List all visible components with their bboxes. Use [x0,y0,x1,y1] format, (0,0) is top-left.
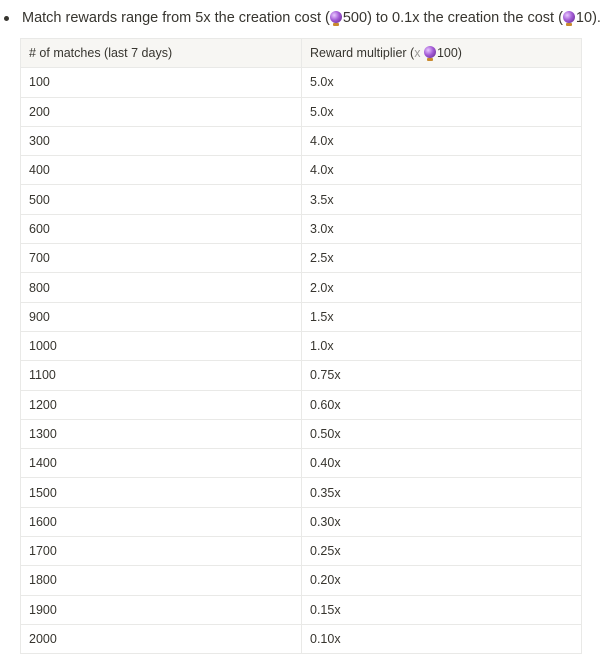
table-row: 700 2.5x [20,243,582,274]
amount: 10 [575,10,593,26]
matches-cell: 2000 [20,623,302,655]
table-row: 500 3.5x [20,184,582,215]
table-row: 1700 0.25x [20,536,582,567]
rewards-table: # of matches (last 7 days) Reward multip… [20,37,582,655]
table-row: 1500 0.35x [20,477,582,508]
matches-cell: 1700 [20,536,302,567]
text-part: ) to 0.1x the creation the cost ( [367,10,563,26]
multiplier-cell: 0.75x [301,360,582,391]
header-text: ) [457,46,462,61]
table-row: 1400 0.40x [20,448,582,479]
table-row: 2000 0.10x [20,623,582,655]
matches-cell: 1500 [20,477,302,508]
multiplier-cell: 0.20x [301,565,582,596]
table-row: 1600 0.30x [20,506,582,538]
table-header-row: # of matches (last 7 days) Reward multip… [20,37,582,69]
matches-cell: 1200 [20,389,302,420]
table-row: 1100 0.75x [20,360,582,391]
multiplier-cell: 0.10x [301,623,582,655]
multiplier-cell: 2.0x [301,272,582,303]
matches-cell: 1800 [20,565,302,596]
multiplier-cell: 0.25x [301,536,582,567]
table-row: 1300 0.50x [20,418,582,450]
table-row: 200 5.0x [20,96,582,127]
multiplier-cell: 0.30x [301,506,582,538]
matches-cell: 900 [20,301,302,332]
matches-cell: 1100 [20,360,302,391]
table-row: 600 3.0x [20,213,582,245]
matches-cell: 400 [20,155,302,186]
multiplier-cell: 5.0x [301,67,582,98]
crystal-ball-icon [329,11,342,26]
bullet-icon [4,16,9,21]
header-text: Reward multiplier ( [310,46,415,61]
table-row: 1200 0.60x [20,389,582,420]
amount: 500 [342,10,368,26]
matches-cell: 200 [20,96,302,127]
multiplier-cell: 0.50x [301,418,582,450]
text-part: Match rewards range from 5x the creation… [22,10,330,26]
multiplier-cell: 1.5x [301,301,582,332]
multiplier-cell: 0.40x [301,448,582,479]
multiplier-cell: 5.0x [301,96,582,127]
matches-cell: 700 [20,243,302,274]
matches-cell: 1600 [20,506,302,538]
multiplier-cell: 0.35x [301,477,582,508]
table-row: 800 2.0x [20,272,582,303]
matches-cell: 1900 [20,594,302,625]
table-row: 1800 0.20x [20,565,582,596]
multiplier-cell: 0.15x [301,594,582,625]
multiplier-cell: 4.0x [301,125,582,157]
header-amount: 100 [436,46,458,61]
multiplier-cell: 4.0x [301,155,582,186]
matches-cell: 1400 [20,448,302,479]
header-matches: # of matches (last 7 days) [20,37,302,69]
table-row: 100 5.0x [20,67,582,98]
crystal-ball-icon [562,11,575,26]
multiplier-cell: 3.0x [301,213,582,245]
bullet-item: Match rewards range from 5x the creation… [0,6,600,30]
crystal-ball-icon [423,46,436,62]
table-row: 1900 0.15x [20,594,582,625]
table-row: 1000 1.0x [20,330,582,362]
table-row: 900 1.5x [20,301,582,332]
header-multiplier: Reward multiplier (x 100) [301,37,582,69]
matches-cell: 600 [20,213,302,245]
matches-cell: 1000 [20,330,302,362]
bullet-text: Match rewards range from 5x the creation… [22,6,600,30]
matches-cell: 500 [20,184,302,215]
multiplier-cell: 0.60x [301,389,582,420]
matches-cell: 100 [20,67,302,98]
matches-cell: 800 [20,272,302,303]
multiplier-cell: 2.5x [301,243,582,274]
header-x: x [414,46,421,61]
matches-cell: 1300 [20,418,302,450]
table-row: 400 4.0x [20,155,582,186]
multiplier-cell: 1.0x [301,330,582,362]
matches-cell: 300 [20,125,302,157]
multiplier-cell: 3.5x [301,184,582,215]
text-part: ). [592,10,600,26]
table-row: 300 4.0x [20,125,582,157]
